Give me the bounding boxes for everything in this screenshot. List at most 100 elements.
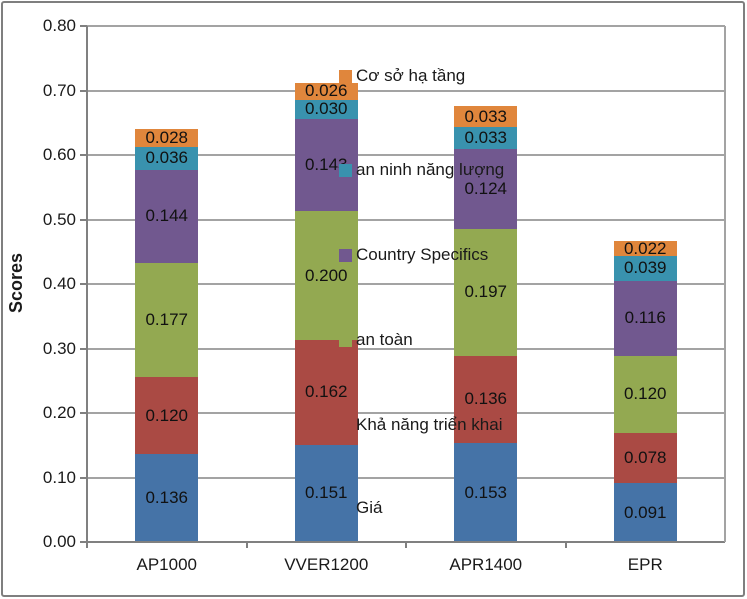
y-tick-label: 0.20	[42, 403, 76, 422]
y-tick-label: 0.30	[42, 338, 76, 358]
legend-swatch-icon	[339, 418, 352, 432]
legend-label: Giá	[356, 498, 383, 517]
bar-segment-VVER1200	[294, 99, 358, 119]
plot-right-border	[724, 26, 726, 542]
legend-swatch-icon	[339, 333, 352, 347]
data-label: 0.033	[464, 127, 508, 147]
legend-label: Khả năng triển khai	[356, 415, 503, 434]
y-tick-label: 0.60	[42, 145, 76, 164]
bar-segment-APR1400	[454, 355, 518, 444]
data-label: 0.091	[623, 502, 667, 522]
data-label: 0.120	[145, 405, 189, 425]
data-label: 0.120	[623, 384, 667, 404]
y-axis-line	[86, 26, 88, 548]
bar-segment-APR1400	[454, 443, 518, 542]
data-label: 0.124	[464, 178, 508, 198]
bar-segment-EPR	[613, 255, 677, 281]
legend-label: Cơ sở hạ tầng	[356, 66, 466, 85]
bar-segment-APR1400	[454, 127, 518, 149]
x-axis-label: APR1400	[449, 555, 523, 574]
y-tick-label: 0.80	[42, 16, 76, 35]
y-axis-tick	[80, 347, 87, 350]
data-label: 0.136	[145, 488, 189, 508]
bar-segment-AP1000	[135, 169, 199, 263]
legend-label: an toàn	[356, 330, 413, 349]
x-axis-label: EPR	[627, 555, 663, 574]
data-label: 0.151	[304, 483, 348, 503]
legend-swatch-icon	[339, 69, 352, 83]
gridline	[87, 218, 725, 221]
data-label: 0.177	[145, 309, 189, 329]
y-tick-label: 0.00	[42, 532, 76, 551]
x-axis-tick	[245, 542, 248, 548]
gridline	[87, 412, 725, 414]
data-label: 0.153	[464, 482, 508, 502]
legend-swatch-icon	[339, 248, 352, 262]
x-axis-label: AP1000	[136, 555, 198, 574]
bar-segment-EPR	[613, 280, 677, 356]
legend-item: Giá	[339, 497, 382, 519]
data-label: 0.039	[623, 258, 667, 278]
bar-segment-AP1000	[135, 454, 199, 542]
gridline	[87, 25, 725, 27]
data-label: 0.144	[145, 206, 189, 226]
bar-segment-APR1400	[454, 228, 518, 356]
legend-item: Country Specifics	[339, 244, 488, 266]
bar-segment-EPR	[613, 483, 677, 542]
legend-label: an ninh năng lượng	[356, 160, 505, 179]
y-axis-tick	[80, 283, 87, 285]
y-axis-tick	[80, 476, 87, 479]
y-tick-label: 0.50	[42, 209, 76, 229]
data-label: 0.078	[623, 448, 667, 468]
y-tick-label: 0.10	[42, 467, 76, 487]
data-label: 0.022	[623, 238, 667, 258]
y-axis-tick	[80, 25, 87, 27]
data-label: 0.026	[304, 81, 348, 101]
bar-segment-AP1000	[135, 128, 199, 147]
bar-segment-APR1400	[454, 105, 518, 128]
y-axis-tick	[80, 89, 87, 92]
data-label: 0.197	[464, 282, 508, 302]
bar-segment-EPR	[613, 432, 677, 484]
gridline	[87, 283, 725, 285]
y-axis-tick	[80, 218, 87, 221]
data-label: 0.162	[304, 382, 348, 402]
bar-segment-AP1000	[135, 146, 199, 170]
legend-item: an toàn	[339, 329, 413, 351]
bar-segment-AP1000	[135, 262, 199, 377]
data-label: 0.033	[464, 106, 508, 126]
y-tick-label: 0.70	[42, 80, 76, 100]
data-label: 0.116	[624, 308, 666, 328]
data-label: 0.143	[304, 154, 348, 174]
bar-segment-VVER1200	[294, 444, 358, 542]
bar-segment-APR1400	[454, 148, 518, 229]
legend-item: an ninh năng lượng	[339, 159, 504, 181]
data-label: 0.136	[464, 389, 508, 409]
legend-label: Country Specifics	[356, 245, 489, 264]
y-axis-tick	[80, 412, 87, 414]
y-tick-label: 0.40	[42, 274, 76, 293]
bar-segment-VVER1200	[294, 211, 358, 341]
bar-segment-VVER1200	[294, 82, 358, 100]
legend-item: Cơ sở hạ tầng	[339, 65, 465, 87]
x-axis-label: VVER1200	[284, 555, 369, 574]
legend-swatch-icon	[339, 163, 352, 177]
y-axis-tick	[80, 154, 87, 156]
data-label: 0.028	[145, 127, 189, 147]
legend-item: Khả năng triển khai	[339, 414, 503, 436]
gridline	[87, 476, 725, 479]
data-label: 0.030	[304, 99, 348, 119]
bar-segment-AP1000	[135, 376, 199, 455]
bar-segment-EPR	[613, 355, 677, 433]
legend-swatch-icon	[339, 501, 352, 515]
bar-segment-EPR	[613, 241, 677, 256]
gridline	[87, 154, 725, 156]
y-axis-tick	[80, 541, 87, 543]
data-label: 0.200	[304, 265, 348, 285]
data-label: 0.036	[145, 148, 189, 168]
gridline	[87, 347, 725, 350]
x-axis-tick	[405, 542, 407, 548]
gridline	[87, 89, 725, 92]
x-axis-tick	[564, 542, 567, 548]
